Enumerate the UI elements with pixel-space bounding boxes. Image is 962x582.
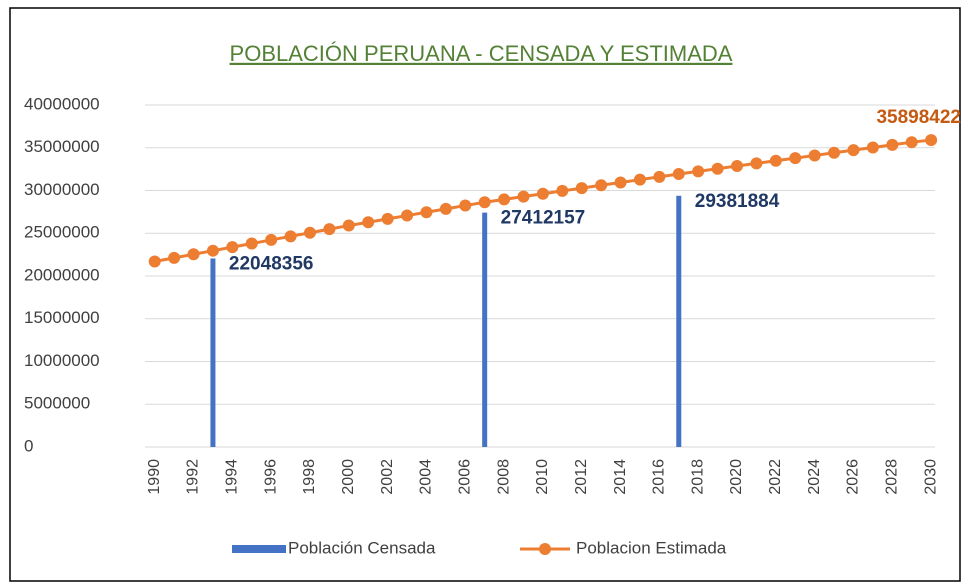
marker <box>187 248 200 261</box>
bar <box>210 258 216 447</box>
marker <box>168 251 181 264</box>
bar <box>676 195 682 447</box>
x-tick-label: 2030 <box>922 459 939 495</box>
marker <box>226 241 239 254</box>
marker <box>672 167 685 180</box>
y-tick-label: 15000000 <box>24 308 100 327</box>
marker <box>633 173 646 186</box>
legend-label: Población Censada <box>288 538 436 557</box>
x-tick-label: 2016 <box>651 459 668 495</box>
x-tick-label: 2014 <box>612 459 629 495</box>
x-tick-label: 2028 <box>884 459 901 495</box>
legend-swatch <box>232 545 286 553</box>
marker <box>905 136 918 149</box>
x-tick-label: 2002 <box>379 459 396 495</box>
data-label: 22048356 <box>229 254 314 275</box>
x-tick-label: 2026 <box>845 459 862 495</box>
marker <box>789 152 802 165</box>
x-tick-label: 2012 <box>573 459 590 495</box>
marker <box>750 157 763 170</box>
x-tick-label: 1994 <box>224 459 241 495</box>
y-tick-label: 40000000 <box>24 94 100 113</box>
marker <box>808 149 821 162</box>
marker <box>575 182 588 195</box>
marker <box>517 190 530 203</box>
marker <box>828 146 841 159</box>
x-tick-label: 2004 <box>418 459 435 495</box>
x-tick-label: 2008 <box>495 459 512 495</box>
data-label: 29381884 <box>695 191 780 212</box>
data-label: 27412157 <box>501 208 586 229</box>
x-tick-label: 1992 <box>185 459 202 495</box>
marker <box>731 160 744 173</box>
y-tick-label: 30000000 <box>24 180 100 199</box>
marker <box>925 134 938 147</box>
marker <box>303 226 316 239</box>
marker <box>556 184 569 197</box>
marker <box>711 162 724 175</box>
marker <box>769 154 782 167</box>
marker <box>342 219 355 232</box>
marker <box>381 212 394 225</box>
y-tick-label: 5000000 <box>24 394 90 413</box>
marker <box>886 138 899 151</box>
y-tick-label: 25000000 <box>24 223 100 242</box>
y-tick-label: 20000000 <box>24 265 100 284</box>
marker <box>595 179 608 192</box>
marker <box>692 165 705 178</box>
marker <box>498 193 511 206</box>
x-tick-label: 2024 <box>806 459 823 495</box>
marker <box>536 187 549 200</box>
x-tick-label: 2018 <box>689 459 706 495</box>
marker <box>653 170 666 183</box>
x-tick-label: 2022 <box>767 459 784 495</box>
marker <box>614 176 627 189</box>
marker <box>265 233 278 246</box>
marker <box>847 144 860 157</box>
x-tick-label: 2000 <box>340 459 357 495</box>
legend-swatch <box>539 543 551 555</box>
x-tick-label: 1996 <box>262 459 279 495</box>
y-tick-label: 0 <box>24 436 33 455</box>
y-tick-label: 10000000 <box>24 351 100 370</box>
x-tick-label: 2020 <box>728 459 745 495</box>
data-label: 35898422 <box>876 107 961 128</box>
marker <box>148 255 161 268</box>
marker <box>245 237 258 250</box>
marker <box>866 141 879 154</box>
marker <box>284 230 297 243</box>
bar <box>482 212 488 447</box>
marker <box>420 206 433 219</box>
marker <box>362 216 375 229</box>
legend-label: Poblacion Estimada <box>576 538 727 557</box>
x-tick-label: 1990 <box>146 459 163 495</box>
marker <box>439 202 452 215</box>
marker <box>401 209 414 222</box>
y-tick-label: 35000000 <box>24 137 100 156</box>
chart-title: POBLACIÓN PERUANA - CENSADA Y ESTIMADA <box>230 41 733 66</box>
x-tick-label: 1998 <box>301 459 318 495</box>
x-tick-label: 2006 <box>456 459 473 495</box>
marker <box>459 199 472 212</box>
marker <box>206 244 219 257</box>
marker <box>323 223 336 236</box>
x-tick-label: 2010 <box>534 459 551 495</box>
marker <box>478 196 491 209</box>
